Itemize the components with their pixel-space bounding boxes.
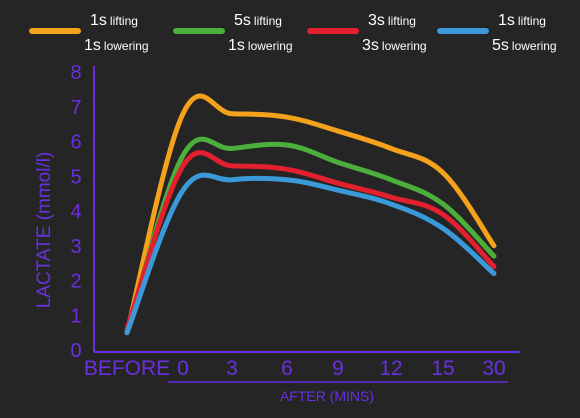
y-tick-label: 6	[70, 132, 81, 154]
x-tick-label: 15	[431, 357, 454, 380]
legend-item-0: 1s lifting 1s lowering	[29, 12, 149, 54]
y-tick-label: 4	[70, 201, 81, 223]
legend-bottom-label: 1s lowering	[84, 37, 149, 54]
series-line-2	[124, 150, 497, 332]
series-line-1	[124, 136, 497, 336]
y-tick-label: 7	[70, 97, 81, 119]
legend-top-label: 3s lifting	[368, 12, 416, 29]
legend-top-label: 1s lifting	[90, 12, 138, 29]
y-axis-title: LACTATE (mmol/l)	[34, 152, 55, 309]
y-tick-label: 3	[70, 236, 81, 258]
x-tick-label: 6	[281, 357, 293, 380]
y-tick-label: 1	[70, 305, 81, 327]
x-tick-label: 12	[379, 357, 402, 380]
legend-top-label: 5s lifting	[234, 12, 282, 29]
y-tick-label: 0	[70, 340, 81, 362]
legend-bottom-label: 1s lowering	[228, 37, 293, 54]
y-axis: 0 1 2 3 4 5 6 7 8	[70, 62, 95, 362]
legend: 1s lifting 1s lowering 5s lifting 1s lowering 3s…	[29, 12, 557, 54]
x-axis: BEFORE 0 3 6 9 12 15 30	[84, 351, 520, 383]
legend-bottom-label: 3s lowering	[362, 37, 427, 54]
legend-item-3: 1s lifting 5s lowering	[437, 12, 557, 54]
series-lines	[124, 93, 497, 336]
legend-bottom-label: 5s lowering	[492, 37, 557, 54]
x-tick-label: BEFORE	[84, 357, 170, 380]
legend-top-label: 1s lifting	[498, 12, 546, 29]
series-line-0	[124, 93, 497, 336]
series-line-3	[124, 172, 497, 336]
x-tick-label: 3	[226, 357, 238, 380]
legend-item-1: 5s lifting 1s lowering	[173, 12, 293, 54]
legend-item-2: 3s lifting 3s lowering	[307, 12, 427, 54]
x-tick-label: 9	[332, 357, 344, 380]
y-tick-label: 5	[70, 166, 81, 188]
y-tick-label: 2	[70, 271, 81, 293]
y-tick-label: 8	[70, 62, 81, 84]
x-axis-title: AFTER (MINS)	[280, 388, 374, 404]
x-tick-label: 30	[482, 357, 505, 380]
x-tick-label: 0	[177, 357, 189, 380]
